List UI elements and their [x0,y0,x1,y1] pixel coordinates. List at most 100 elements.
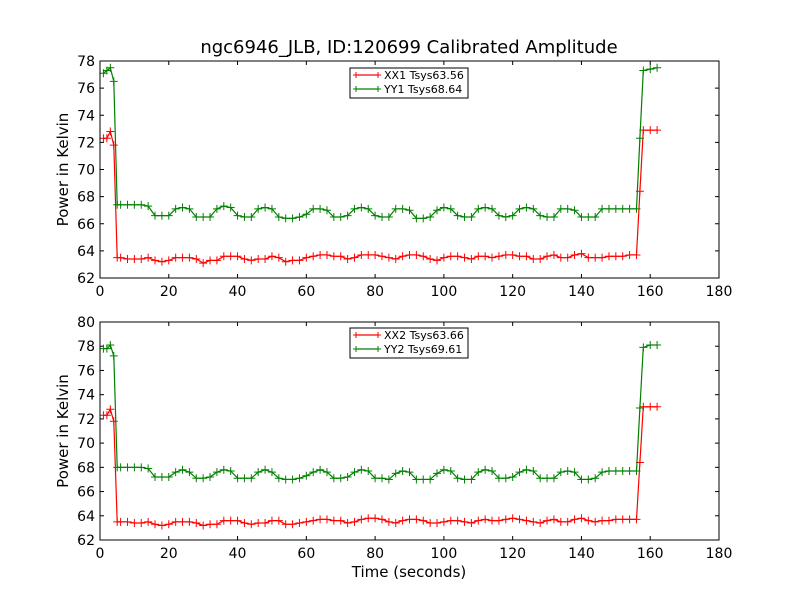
x-tick-label: 140 [568,284,595,300]
data-point [508,211,517,220]
data-point [123,463,132,472]
data-point [102,134,111,143]
data-point [653,63,662,72]
data-point [240,255,249,264]
data-point [529,517,538,526]
data-point [288,214,297,223]
data-point [577,212,586,221]
data-point [515,468,524,477]
data-point [116,253,125,262]
data-point [261,465,270,474]
x-tick-label: 180 [706,284,733,300]
data-point [219,465,228,474]
data-point [302,517,311,526]
data-point [522,465,531,474]
data-point [405,515,414,524]
data-point [329,516,338,525]
data-point [151,211,160,220]
data-point [288,520,297,529]
data-point [433,256,442,265]
data-point [412,214,421,223]
lower-subplot: 0 20 40 60 80 100 120 140 160 180 62 64 66 68 70 72 74 76… [54,315,732,562]
data-point [199,259,208,268]
x-tick-label: 140 [568,546,595,562]
legend-swatch-marker [375,332,381,338]
data-point [350,517,359,526]
data-point [178,517,187,526]
data-point [371,474,380,483]
data-point [481,252,490,261]
data-point [178,465,187,474]
data-point [322,250,331,259]
data-point [212,204,221,213]
data-point [322,468,331,477]
data-point [426,475,435,484]
data-point [316,250,325,259]
data-point [178,203,187,212]
data-point [412,475,421,484]
data-point [391,204,400,213]
data-point [274,474,283,483]
data-point [254,255,263,264]
data-point [371,211,380,220]
data-point [646,402,655,411]
data-point [267,252,276,261]
data-point [611,515,620,524]
data-point [295,256,304,265]
y-tick-label: 64 [77,509,95,525]
data-point [336,474,345,483]
data-point [357,203,366,212]
data-point [343,473,352,482]
data-point [467,255,476,264]
data-point [577,475,586,484]
x-tick-label: 60 [297,284,315,300]
data-point [123,200,132,209]
data-point [109,417,118,426]
data-point [261,519,270,528]
data-point [267,204,276,213]
data-point [295,474,304,483]
legend-swatch-marker [375,72,381,78]
legend-swatch-marker [353,346,359,352]
data-point [123,517,132,526]
data-point [543,516,552,525]
data-point [515,204,524,213]
data-point [591,517,600,526]
data-point [391,469,400,478]
y-tick-label: 76 [77,81,95,97]
legend-swatch-marker [375,86,381,92]
chart-title: ngc6946_JLB, ID:120699 Calibrated Amplit… [200,37,617,58]
y-tick-label: 80 [77,315,95,331]
y-tick-label: 74 [77,108,95,124]
data-point [529,204,538,213]
data-point [529,466,538,475]
data-point [419,252,428,261]
data-point [206,520,215,529]
legend-box [349,327,469,359]
data-point [405,250,414,259]
data-point [116,200,125,209]
data-point [254,519,263,528]
data-point [364,466,373,475]
data-point [611,466,620,475]
x-tick-label: 0 [96,284,105,300]
data-point [591,212,600,221]
data-point [556,204,565,213]
data-point [446,466,455,475]
data-point [488,466,497,475]
data-point [515,252,524,261]
data-point [618,515,627,524]
data-point [281,520,290,529]
data-point [357,515,366,524]
data-point [106,341,115,350]
data-point [563,517,572,526]
data-point [274,516,283,525]
data-point [522,252,531,261]
data-point [274,212,283,221]
data-point [247,474,256,483]
x-tick-label: 160 [637,546,664,562]
data-point [336,516,345,525]
data-point [267,516,276,525]
